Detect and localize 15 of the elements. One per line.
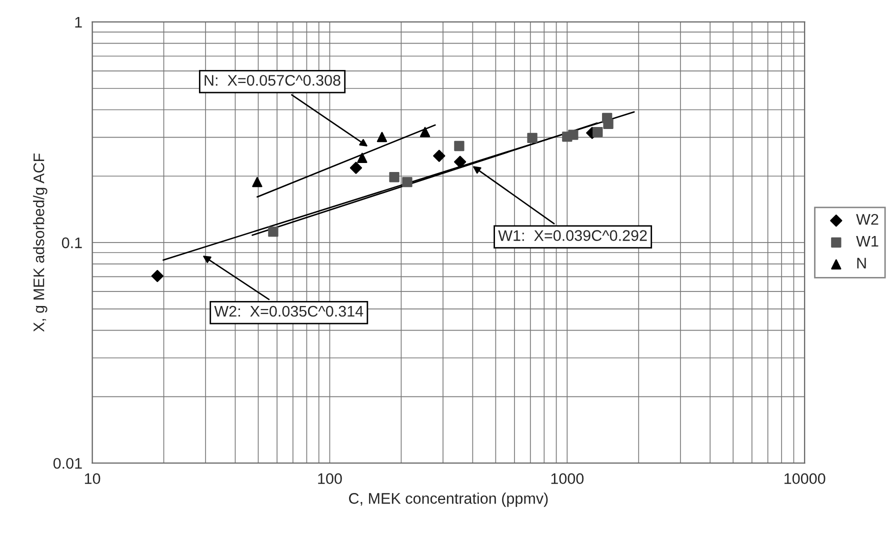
x-tick-label: 10 <box>84 473 100 484</box>
x-tick-label: 1000 <box>551 473 584 484</box>
legend-label: W2 <box>856 214 878 225</box>
legend-label: N <box>857 258 866 268</box>
x-tick-label: 100 <box>318 473 342 484</box>
y-tick-label: 0.1 <box>62 237 82 248</box>
y-axis-title: X, g MEK adsorbed/g ACF <box>33 154 48 332</box>
x-axis-title: C, MEK concentration (ppmv) <box>349 492 548 507</box>
annotation: W1: X=0.039C^0.292 <box>498 230 647 241</box>
x-tick-label: 10000 <box>784 473 826 484</box>
annotation: N: X=0.057C^0.308 <box>204 74 340 86</box>
legend-label: W1 <box>856 236 878 246</box>
y-tick-label: 0.01 <box>53 458 82 469</box>
annotation: W2: X=0.035C^0.314 <box>214 306 364 317</box>
y-tick-label: 1 <box>75 17 82 28</box>
